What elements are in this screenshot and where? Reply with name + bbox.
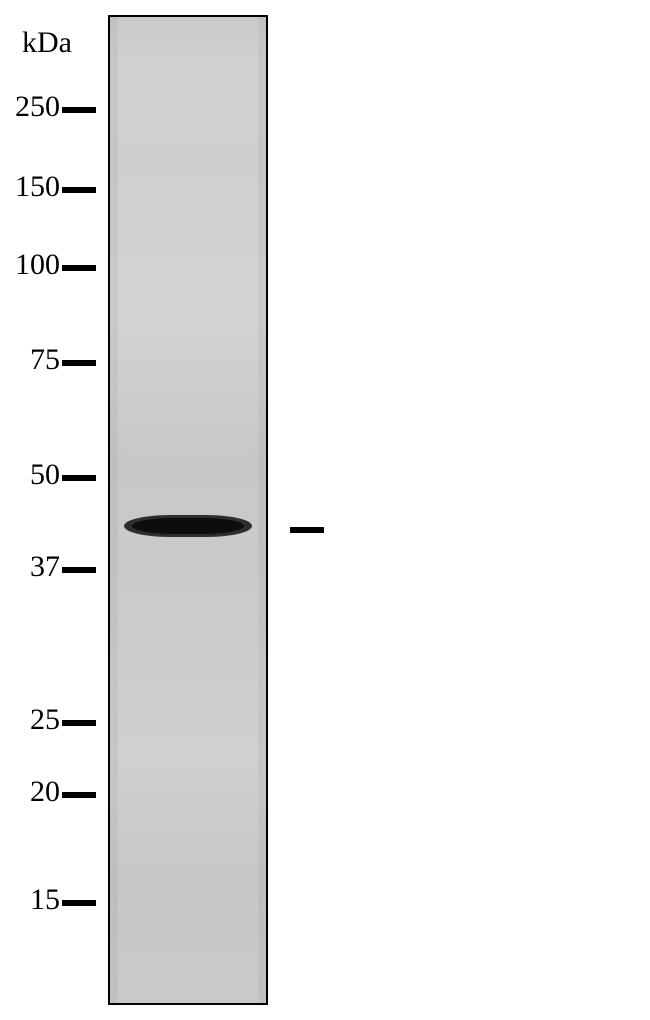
mw-label-75: 75: [0, 343, 60, 377]
mw-tick-37: [62, 567, 96, 573]
mw-label-150: 150: [0, 170, 60, 204]
mw-label-37: 37: [0, 550, 60, 584]
blot-membrane: [108, 15, 268, 1005]
protein-band-core: [132, 518, 245, 533]
mw-tick-100: [62, 265, 96, 271]
mw-tick-250: [62, 107, 96, 113]
mw-label-20: 20: [0, 775, 60, 809]
kda-unit-label: kDa: [22, 26, 72, 60]
western-blot-figure: kDa 250 150 100 75 50 37 25 20 15: [0, 0, 650, 1020]
mw-label-50: 50: [0, 458, 60, 492]
mw-label-100: 100: [0, 248, 60, 282]
lane-edge-left: [110, 17, 118, 1003]
mw-tick-50: [62, 475, 96, 481]
mw-tick-20: [62, 792, 96, 798]
mw-label-15: 15: [0, 883, 60, 917]
mw-label-25: 25: [0, 703, 60, 737]
target-band-marker: [290, 527, 324, 533]
mw-tick-15: [62, 900, 96, 906]
mw-tick-75: [62, 360, 96, 366]
mw-tick-150: [62, 187, 96, 193]
mw-tick-25: [62, 720, 96, 726]
mw-label-250: 250: [0, 90, 60, 124]
lane-edge-right: [258, 17, 266, 1003]
protein-band: [124, 515, 252, 537]
